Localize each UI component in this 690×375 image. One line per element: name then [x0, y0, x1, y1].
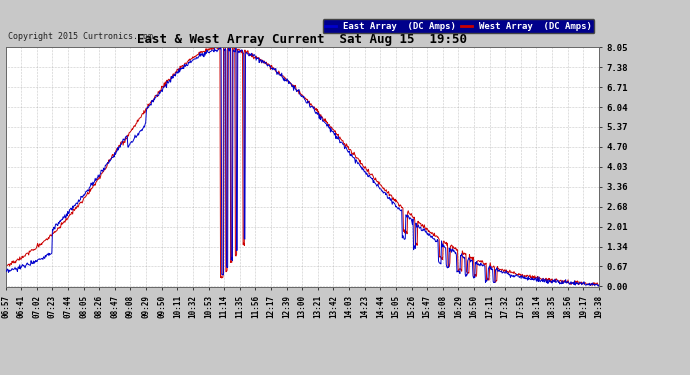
Legend: East Array  (DC Amps), West Array  (DC Amps): East Array (DC Amps), West Array (DC Amp… — [323, 19, 594, 33]
Text: Copyright 2015 Curtronics.com: Copyright 2015 Curtronics.com — [8, 32, 153, 41]
Title: East & West Array Current  Sat Aug 15  19:50: East & West Array Current Sat Aug 15 19:… — [137, 33, 467, 46]
